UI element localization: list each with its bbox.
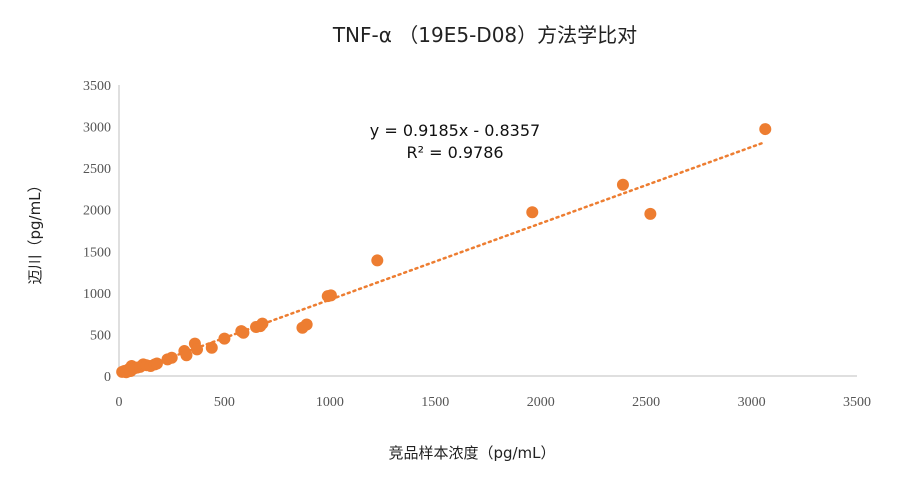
x-tick-label: 0 — [116, 395, 123, 410]
data-point — [616, 178, 629, 191]
x-axis-label: 竞品样本浓度（pg/mL） — [388, 444, 555, 462]
data-point — [180, 349, 193, 362]
x-tick-label: 1000 — [316, 395, 344, 410]
x-tick-label: 500 — [214, 395, 235, 410]
data-point — [644, 207, 657, 220]
data-points — [116, 123, 772, 379]
y-tick-label: 2000 — [83, 204, 111, 219]
x-tick-label: 3500 — [843, 395, 871, 410]
data-point — [237, 326, 250, 339]
y-axis-label: 迈川（pg/mL） — [26, 177, 44, 284]
data-point — [300, 318, 313, 331]
data-point — [371, 254, 384, 267]
x-tick-label: 2000 — [527, 395, 555, 410]
y-tick-label: 2500 — [83, 162, 111, 177]
y-tick-label: 3500 — [83, 79, 111, 94]
y-tick-label: 0 — [104, 370, 111, 385]
x-tick-label: 3000 — [738, 395, 766, 410]
y-tick-label: 3000 — [83, 121, 111, 136]
data-point — [759, 123, 772, 136]
data-point — [526, 206, 539, 219]
data-point — [150, 357, 163, 370]
data-point — [218, 332, 231, 345]
y-tick-label: 500 — [90, 328, 111, 343]
x-tick-label: 1500 — [421, 395, 449, 410]
data-point — [165, 351, 178, 364]
data-point — [205, 341, 218, 354]
tick-labels: 0 500 1000 1500 2000 2500 3000 3500 0 500 1000 1500… — [83, 79, 871, 410]
chart-title: TNF-α （19E5-D08）方法学比对 — [332, 23, 637, 47]
data-point — [324, 289, 337, 302]
x-tick-label: 2500 — [632, 395, 660, 410]
y-tick-label: 1500 — [83, 245, 111, 260]
trendline-r2: R² = 0.9786 — [406, 143, 503, 162]
axes — [118, 85, 857, 377]
data-point — [256, 317, 269, 330]
trendline-equation: y = 0.9185x - 0.8357 — [370, 121, 540, 140]
data-point — [191, 343, 204, 356]
y-tick-label: 1000 — [83, 287, 111, 302]
